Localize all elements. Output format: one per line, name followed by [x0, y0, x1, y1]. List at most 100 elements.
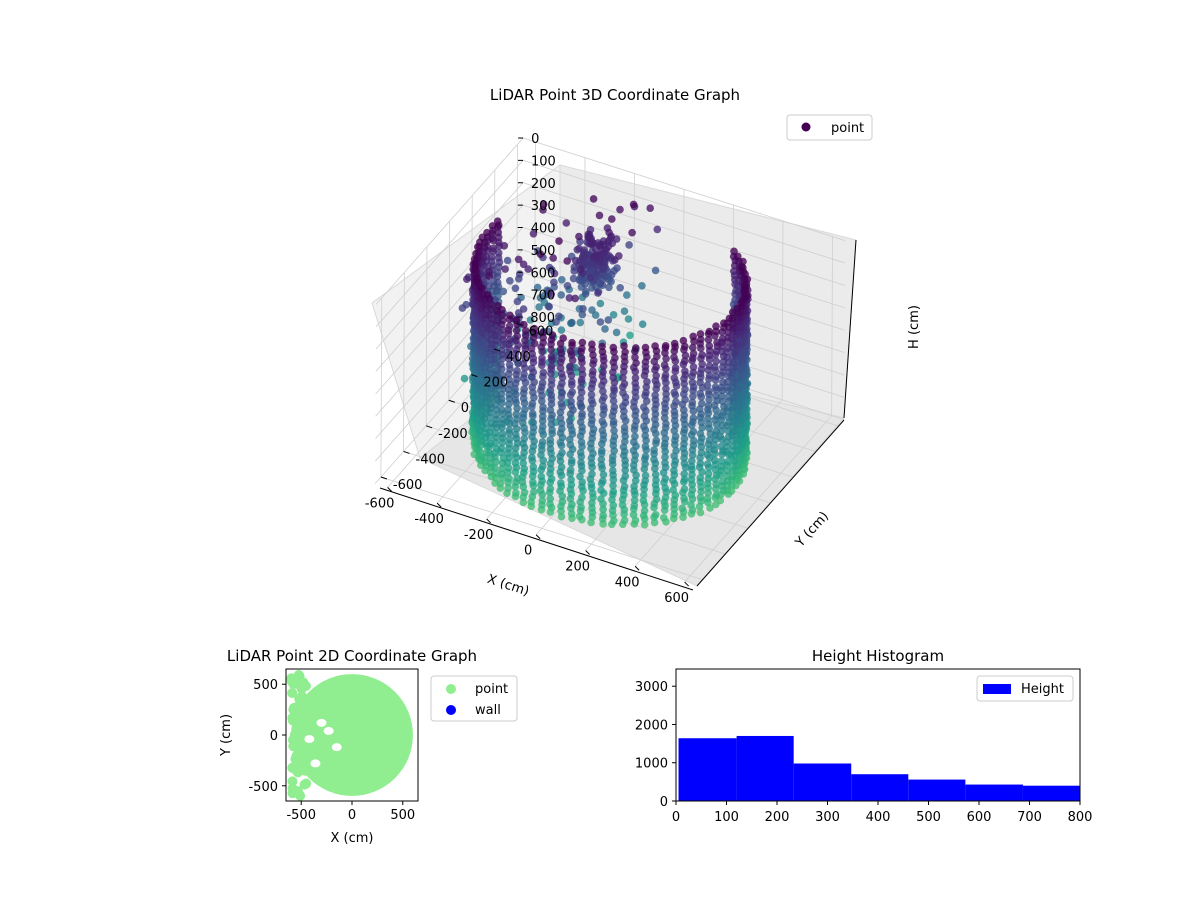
point-3d: [661, 474, 670, 483]
point-3d: [595, 242, 604, 250]
point-3d: [558, 424, 566, 433]
point-3d: [608, 495, 616, 504]
x-tick-label-histogram: 100: [714, 810, 739, 825]
x-axis-label-2d: X (cm): [331, 831, 374, 846]
point-3d: [689, 436, 698, 445]
point-3d: [538, 438, 547, 446]
point-3d: [610, 403, 619, 411]
point-3d: [718, 421, 727, 430]
point-3d: [680, 494, 688, 503]
histogram-title: Height Histogram: [812, 647, 944, 665]
histogram-bar: [965, 784, 1023, 801]
point-3d: [512, 463, 521, 472]
x-tick-label-histogram: 300: [815, 810, 840, 825]
point-3d: [597, 461, 606, 469]
point-3d: [650, 446, 658, 454]
point-3d: [661, 349, 669, 357]
point-3d: [603, 252, 612, 261]
point-3d: [530, 378, 538, 387]
point-3d: [566, 466, 575, 474]
point-3d: [558, 388, 566, 397]
point-3d: [539, 328, 547, 337]
point-3d: [570, 267, 578, 275]
point-3d: [599, 265, 607, 274]
point-3d: [548, 331, 557, 339]
point-3d: [578, 410, 586, 418]
point-3d: [671, 357, 680, 365]
point-3d: [567, 490, 576, 498]
point-3d: [512, 326, 521, 335]
point-3d: [498, 464, 506, 473]
z-tick-label-3d: 0: [531, 132, 539, 147]
point-2d-gap: [323, 726, 334, 735]
point-3d: [598, 275, 607, 284]
point-3d: [725, 372, 733, 381]
histogram-bar: [1022, 785, 1080, 801]
point-3d: [578, 358, 586, 367]
point-3d: [670, 452, 678, 460]
point-3d: [558, 448, 566, 457]
point-3d: [630, 501, 639, 510]
point-3d: [506, 335, 514, 344]
point-3d: [511, 430, 520, 439]
legend-2d-label-point: point: [475, 682, 508, 697]
x-tick-label-3d: -400: [414, 512, 444, 527]
point-3d: [652, 372, 660, 380]
point-3d: [497, 346, 506, 355]
point-3d: [610, 378, 619, 387]
point-3d: [538, 490, 547, 499]
point-3d: [624, 315, 633, 323]
x-tick-label-histogram: 0: [672, 810, 680, 825]
legend-histogram-box: [976, 675, 1074, 702]
point-3d: [548, 411, 556, 419]
point-2d-gap: [304, 735, 315, 744]
point-3d: [705, 436, 714, 444]
point-3d: [621, 348, 629, 356]
point-3d: [680, 485, 689, 493]
y-tick-label-3d: 200: [483, 376, 508, 391]
point-3d: [529, 354, 538, 363]
point-3d: [486, 380, 494, 388]
point-3d: [696, 330, 705, 338]
point-3d: [705, 327, 714, 336]
y-tick-mark-3d: [380, 476, 388, 480]
point-3d: [558, 379, 566, 388]
point-3d: [495, 221, 503, 229]
point-3d: [718, 477, 727, 486]
x-axis-line: [379, 487, 694, 591]
point-3d: [558, 354, 566, 363]
z-tick-label-3d: 800: [530, 311, 555, 326]
point-3d: [712, 372, 720, 381]
point-cloud-3d: [458, 195, 752, 529]
point-3d: [596, 299, 605, 308]
point-3d: [504, 484, 512, 493]
point-3d: [512, 425, 521, 433]
point-3d: [557, 291, 565, 299]
point-3d: [504, 405, 512, 414]
point-3d: [520, 465, 529, 473]
y-tick-label-3d: 0: [461, 401, 469, 416]
point-3d: [498, 423, 506, 432]
point-3d: [528, 453, 536, 462]
y-axis-label-3d: Y (cm): [792, 509, 832, 551]
point-3d: [578, 478, 586, 487]
point-3d: [631, 432, 639, 441]
point-3d: [599, 431, 608, 439]
point-3d: [620, 427, 629, 436]
point-3d: [599, 500, 607, 508]
point-2d: [296, 732, 307, 743]
y-tick-label-3d: 400: [506, 350, 531, 365]
point-3d: [576, 472, 584, 481]
point-3d: [514, 255, 523, 264]
point-3d: [538, 347, 546, 356]
point-3d: [550, 269, 559, 278]
point-3d: [724, 457, 732, 466]
point-3d: [640, 403, 648, 412]
point-3d: [629, 200, 638, 209]
point-3d: [539, 462, 547, 471]
point-3d: [491, 355, 500, 363]
point-3d: [680, 357, 689, 365]
y-tick-mark-3d: [516, 322, 523, 326]
legend-3d-box: [786, 114, 873, 141]
point-3d: [662, 419, 670, 428]
